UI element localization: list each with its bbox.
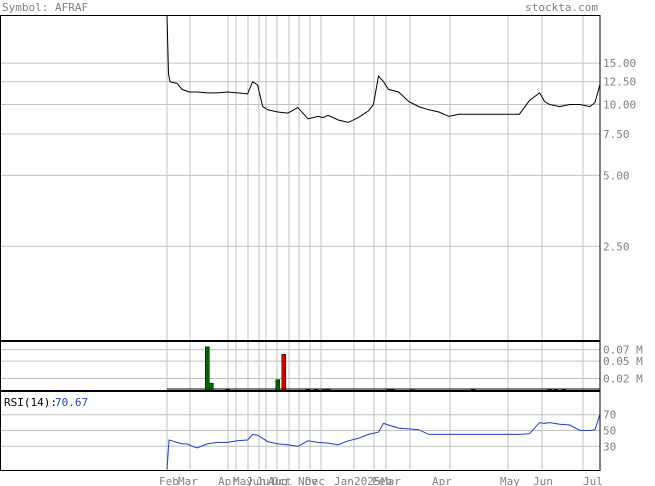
panel-frames <box>0 15 601 471</box>
price-tick-label: 10.00 <box>603 99 636 112</box>
x-tick-label: Feb <box>159 475 179 486</box>
price-panel <box>166 14 601 123</box>
volume-bar <box>209 382 214 391</box>
x-tick-label: Oct <box>272 475 292 486</box>
x-tick-label: 2025 <box>354 475 381 486</box>
volume-bar <box>275 379 281 391</box>
volume-bar <box>205 346 210 391</box>
x-tick-label: Jan <box>334 475 354 486</box>
price-tick-label: 7.50 <box>603 128 630 141</box>
x-tick-label: Mar <box>381 475 401 486</box>
price-tick-label: 15.00 <box>603 57 636 70</box>
price-tick-label: 5.00 <box>603 169 630 182</box>
brand-label: stockta.com <box>525 1 598 14</box>
volume-bar <box>281 354 287 391</box>
volume-tick-label: 0.05 M <box>603 355 643 368</box>
x-tick-label: Apr <box>218 475 238 486</box>
x-tick-label: Nov <box>298 475 318 486</box>
price-tick-label: 2.50 <box>603 240 630 253</box>
panel-frame <box>0 15 601 341</box>
panel-frame <box>0 391 601 471</box>
x-tick-label: Jun <box>533 475 553 486</box>
panel-frame <box>0 341 601 391</box>
grid-lines <box>0 15 600 470</box>
rsi-label: RSI(14): <box>4 396 57 409</box>
symbol-label: Symbol: AFRAF <box>2 1 88 14</box>
rsi-tick-label: 30 <box>603 440 616 453</box>
x-tick-label: Aug <box>268 475 288 486</box>
x-tick-label: Jul <box>583 475 603 486</box>
x-tick-label: May <box>500 475 520 486</box>
volume-tick-label: 0.07 M <box>603 344 643 357</box>
x-tick-label: Apr <box>432 475 452 486</box>
tick-labels: 15.00 12.50 10.00 7.50 5.00 2.50 0.07 M0.05 M 0… <box>159 57 643 486</box>
x-tick-label: Mar <box>178 475 198 486</box>
volume-tick-label: 0.02 M <box>603 372 643 385</box>
rsi-value: 70.67 <box>55 396 88 409</box>
price-line <box>166 14 601 123</box>
rsi-panel <box>166 414 601 471</box>
rsi-line <box>166 414 601 471</box>
x-tick-label: Jun <box>246 475 266 486</box>
x-tick-label: Jul <box>256 475 276 486</box>
x-tick-label: May <box>233 475 253 486</box>
x-tick-label: Dec <box>305 475 325 486</box>
rsi-tick-label: 50 <box>603 425 616 438</box>
price-tick-label: 12.50 <box>603 76 636 89</box>
x-tick-label: Feb <box>372 475 392 486</box>
rsi-tick-label: 70 <box>603 409 616 422</box>
volume-panel <box>167 346 600 392</box>
